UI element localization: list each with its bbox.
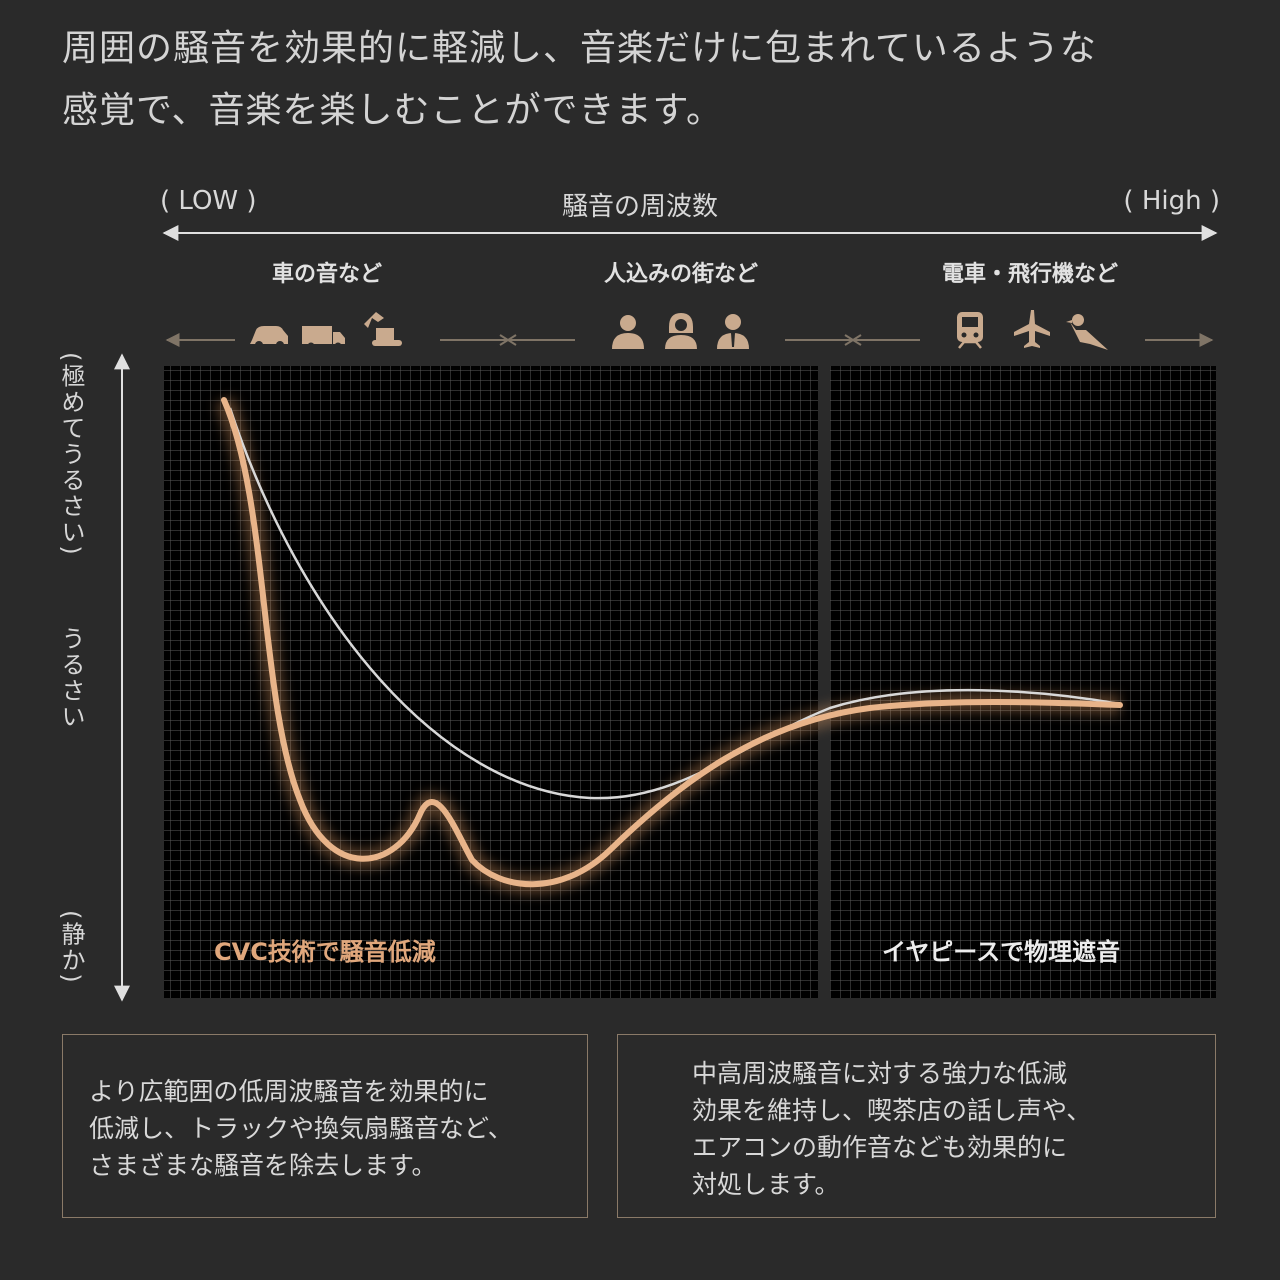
x-axis-low-label: ( LOW ) — [160, 186, 257, 216]
category-label-crowds: 人込みの街など — [603, 262, 758, 287]
businessman-icon — [717, 314, 749, 349]
person-icon — [612, 315, 644, 349]
info-box-right-line: 対処します。 — [692, 1170, 840, 1199]
white-curve — [228, 407, 1121, 800]
x-axis-title: 騒音の周波数 — [561, 192, 718, 222]
gold-curve — [221, 397, 1123, 888]
info-box-left-line: より広範囲の低周波騒音を効果的に — [89, 1077, 489, 1106]
y-axis-label-quiet: (静か) — [57, 910, 85, 985]
info-box-right-line: 中高周波騒音に対する強力な低減 — [692, 1059, 1068, 1088]
intro-text: 周囲の騒音を効果的に軽減し、音楽だけに包まれているような 感覚で、音楽を楽しむこ… — [62, 18, 1222, 142]
woman-icon — [665, 313, 697, 349]
info-box-right-line: 効果を維持し、喫茶店の話し声や、 — [692, 1096, 1092, 1125]
grid-panel-right — [830, 366, 1216, 998]
grid-panel-left — [164, 366, 818, 998]
info-box-left-line: さまざまな騒音を除去します。 — [89, 1151, 437, 1180]
truck-icon — [302, 326, 345, 350]
info-box-right-line: エアコンの動作音なども効果的に — [692, 1133, 1068, 1162]
info-box-left: より広範囲の低周波騒音を効果的に 低減し、トラックや換気扇騒音など、 さまざまな… — [62, 1034, 588, 1218]
icon-row-lines — [165, 333, 1214, 347]
y-axis-label-loud: うるさい — [57, 626, 85, 730]
bird-icon — [1066, 314, 1108, 350]
y-axis-label-very-loud: (極めてうるさい) — [57, 352, 85, 557]
airplane-icon — [1014, 310, 1050, 348]
intro-line-2: 感覚で、音楽を楽しむことができます。 — [62, 90, 723, 131]
excavator-icon — [364, 312, 402, 346]
x-axis-high-label: ( High ) — [1123, 186, 1220, 216]
intro-line-1: 周囲の騒音を効果的に軽減し、音楽だけに包まれているような — [62, 28, 1097, 69]
region-note-earpiece: イヤピースで物理遮音 — [882, 938, 1121, 966]
region-note-cvc: CVC技術で騒音低減 — [214, 938, 436, 966]
category-label-cars: 車の音など — [271, 262, 382, 287]
info-box-left-line: 低減し、トラックや換気扇騒音など、 — [89, 1114, 513, 1143]
train-icon — [957, 312, 983, 349]
car-icon — [250, 326, 288, 349]
gold-curve-glow — [214, 395, 1121, 895]
category-label-trains: 電車・飛行機など — [941, 262, 1118, 287]
info-box-right: 中高周波騒音に対する強力な低減 効果を維持し、喫茶店の話し声や、 エアコンの動作… — [617, 1034, 1216, 1218]
